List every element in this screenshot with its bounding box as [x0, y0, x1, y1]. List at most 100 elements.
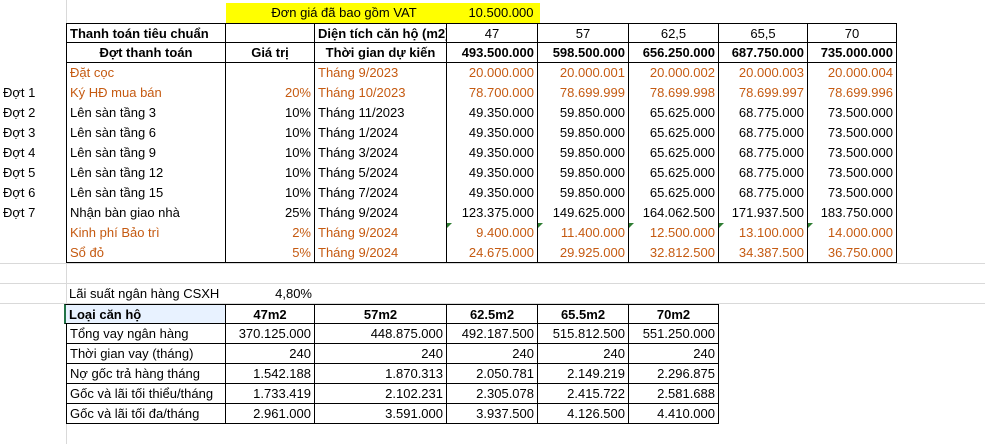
loan-row-label[interactable]: Thời gian vay (tháng)	[66, 344, 226, 364]
phase-label[interactable]: Đợt 4	[3, 145, 36, 160]
loan-value[interactable]: 240	[629, 344, 719, 364]
area-size-cell[interactable]: 57	[538, 23, 629, 43]
loan-value[interactable]: 3.937.500	[447, 404, 538, 424]
loan-row-label[interactable]: Gốc và lãi tối thiểu/tháng	[66, 384, 226, 404]
phase-amount[interactable]: 9.400.000	[447, 223, 538, 243]
phase-percent[interactable]: 25%	[226, 203, 315, 223]
total-price-cell[interactable]: 687.750.000	[719, 43, 808, 63]
phase-label[interactable]	[0, 63, 66, 83]
phase-amount[interactable]: 65.625.000	[629, 163, 719, 183]
phase-time[interactable]: Tháng 1/2024	[315, 123, 447, 143]
phase-label[interactable]	[0, 223, 66, 243]
loan-size-header[interactable]: 47m2	[226, 304, 315, 324]
phase-amount[interactable]: 123.375.000	[447, 203, 538, 223]
loan-value[interactable]: 240	[538, 344, 629, 364]
loan-value[interactable]: 4.126.500	[538, 404, 629, 424]
phase-label[interactable]: Đợt 5	[3, 165, 36, 180]
vat-price-value[interactable]: 10.500.000	[462, 3, 540, 23]
payment-phase-header[interactable]: Đợt thanh toán	[66, 43, 226, 63]
phase-label[interactable]	[0, 243, 66, 263]
phase-name[interactable]: Sổ đỏ	[66, 243, 226, 263]
area-size-cell[interactable]: 65,5	[719, 23, 808, 43]
phase-amount[interactable]: 11.400.000	[538, 223, 629, 243]
phase-name[interactable]: Lên sàn tầng 6	[66, 123, 226, 143]
phase-amount[interactable]: 14.000.000	[808, 223, 897, 243]
phase-amount[interactable]: 73.500.000	[808, 183, 897, 203]
phase-percent[interactable]: 20%	[226, 83, 315, 103]
phase-time[interactable]: Tháng 9/2024	[315, 203, 447, 223]
loan-value[interactable]: 4.410.000	[629, 404, 719, 424]
phase-amount[interactable]: 78.699.996	[808, 83, 897, 103]
loan-row-label[interactable]: Tổng vay ngân hàng	[66, 324, 226, 344]
loan-row-label[interactable]: Nợ gốc trả hàng tháng	[66, 364, 226, 384]
phase-amount[interactable]: 49.350.000	[447, 183, 538, 203]
phase-label[interactable]: Đợt 6	[3, 185, 36, 200]
loan-value[interactable]: 2.102.231	[315, 384, 447, 404]
phase-amount[interactable]: 65.625.000	[629, 183, 719, 203]
total-price-cell[interactable]: 493.500.000	[447, 43, 538, 63]
phase-percent[interactable]: 2%	[226, 223, 315, 243]
loan-value[interactable]: 2.149.219	[538, 364, 629, 384]
phase-amount[interactable]: 78.699.999	[538, 83, 629, 103]
phase-label[interactable]: Đợt 1	[3, 85, 36, 100]
phase-name[interactable]: Lên sàn tầng 15	[66, 183, 226, 203]
phase-amount[interactable]: 78.699.998	[629, 83, 719, 103]
vat-price-label[interactable]: Đơn giá đã bao gồm VAT	[226, 3, 462, 23]
loan-value[interactable]: 2.050.781	[447, 364, 538, 384]
phase-time[interactable]: Tháng 10/2023	[315, 83, 447, 103]
phase-amount[interactable]: 73.500.000	[808, 163, 897, 183]
interest-rate-value[interactable]: 4,80%	[275, 286, 312, 301]
area-size-cell[interactable]: 70	[808, 23, 897, 43]
interest-rate-label[interactable]: Lãi suất ngân hàng CSXH	[69, 286, 220, 301]
phase-amount[interactable]: 78.699.997	[719, 83, 808, 103]
area-label[interactable]: Diện tích căn hộ (m2)	[315, 23, 447, 43]
loan-value[interactable]: 1.733.419	[226, 384, 315, 404]
phase-amount[interactable]: 78.700.000	[447, 83, 538, 103]
phase-amount[interactable]: 164.062.500	[629, 203, 719, 223]
standard-payment-label[interactable]: Thanh toán tiêu chuẩn	[66, 23, 226, 43]
phase-amount[interactable]: 65.625.000	[629, 143, 719, 163]
phase-amount[interactable]: 73.500.000	[808, 143, 897, 163]
phase-name[interactable]: Lên sàn tầng 9	[66, 143, 226, 163]
loan-value[interactable]: 2.415.722	[538, 384, 629, 404]
phase-amount[interactable]: 34.387.500	[719, 243, 808, 263]
loan-value[interactable]: 240	[315, 344, 447, 364]
phase-percent[interactable]: 10%	[226, 143, 315, 163]
total-price-cell[interactable]: 735.000.000	[808, 43, 897, 63]
loan-value[interactable]: 1.542.188	[226, 364, 315, 384]
phase-name[interactable]: Lên sàn tầng 12	[66, 163, 226, 183]
phase-percent[interactable]: 5%	[226, 243, 315, 263]
loan-value[interactable]: 2.296.875	[629, 364, 719, 384]
phase-amount[interactable]: 59.850.000	[538, 183, 629, 203]
phase-name[interactable]: Đặt cọc	[66, 63, 226, 83]
phase-time[interactable]: Tháng 5/2024	[315, 163, 447, 183]
phase-amount[interactable]: 183.750.000	[808, 203, 897, 223]
loan-row-label[interactable]: Gốc và lãi tối đa/tháng	[66, 404, 226, 424]
phase-percent[interactable]: 10%	[226, 163, 315, 183]
phase-time[interactable]: Tháng 9/2024	[315, 243, 447, 263]
phase-amount[interactable]: 68.775.000	[719, 103, 808, 123]
phase-label[interactable]: Đợt 2	[3, 105, 36, 120]
phase-amount[interactable]: 68.775.000	[719, 123, 808, 143]
loan-size-header[interactable]: 70m2	[629, 304, 719, 324]
phase-name[interactable]: Kinh phí Bảo trì	[66, 223, 226, 243]
loan-value[interactable]: 3.591.000	[315, 404, 447, 424]
phase-amount[interactable]: 49.350.000	[447, 103, 538, 123]
phase-time[interactable]: Tháng 7/2024	[315, 183, 447, 203]
phase-amount[interactable]: 59.850.000	[538, 103, 629, 123]
loan-value[interactable]: 492.187.500	[447, 324, 538, 344]
phase-amount[interactable]: 68.775.000	[719, 163, 808, 183]
phase-amount[interactable]: 20.000.000	[447, 63, 538, 83]
phase-amount[interactable]: 68.775.000	[719, 183, 808, 203]
phase-amount[interactable]: 59.850.000	[538, 143, 629, 163]
apartment-type-header[interactable]: Loại căn hộ	[64, 304, 226, 324]
phase-amount[interactable]: 73.500.000	[808, 123, 897, 143]
phase-amount[interactable]: 20.000.001	[538, 63, 629, 83]
phase-percent[interactable]: 10%	[226, 103, 315, 123]
phase-amount[interactable]: 12.500.000	[629, 223, 719, 243]
phase-amount[interactable]: 49.350.000	[447, 143, 538, 163]
expected-time-header[interactable]: Thời gian dự kiến	[315, 43, 447, 63]
phase-amount[interactable]: 32.812.500	[629, 243, 719, 263]
loan-value[interactable]: 370.125.000	[226, 324, 315, 344]
phase-time[interactable]: Tháng 9/2023	[315, 63, 447, 83]
